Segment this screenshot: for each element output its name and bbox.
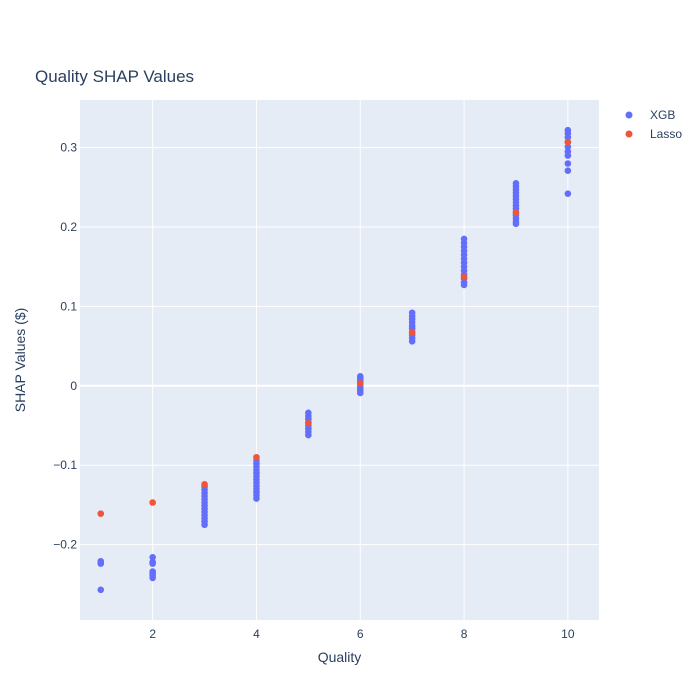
y-tick-label: 0.3 [60,141,77,155]
x-axis-title: Quality [318,649,362,665]
x-axis-ticks: 2 4 6 8 10 [149,627,575,641]
xgb-point [564,143,572,151]
grid-lines [80,100,599,620]
lasso-point [201,480,208,488]
lasso-point [512,209,520,217]
lasso-point [253,453,260,461]
legend: XGB Lasso [625,108,682,141]
xgb-point [408,338,416,345]
x-tick-label: 2 [149,627,156,641]
xgb-point [201,521,208,529]
y-axis-ticks: −0.2 −0.1 0 0.1 0.2 0.3 [53,141,77,552]
chart-title: Quality SHAP Values [35,67,194,86]
xgb-point [253,495,260,502]
legend-label-xgb: XGB [650,108,675,122]
y-tick-label: 0.2 [60,220,77,234]
lasso-point [460,273,468,281]
xgb-point [564,152,572,159]
plot-background [80,100,599,620]
xgb-point [149,574,156,582]
xgb-point [564,134,572,141]
xgb-point [97,586,105,594]
y-tick-label: −0.1 [53,458,77,472]
xgb-point [564,167,572,174]
data-points [97,126,572,594]
legend-marker-xgb [625,111,633,119]
xgb-point [149,560,156,567]
xgb-point [564,160,572,167]
lasso-point [564,138,572,146]
xgb-point [564,190,572,197]
x-tick-label: 6 [357,627,364,641]
x-tick-label: 4 [253,627,260,641]
y-tick-label: 0 [70,379,77,393]
x-tick-label: 8 [461,627,468,641]
y-tick-label: 0.1 [60,299,77,313]
xgb-point [97,560,105,567]
legend-label-lasso: Lasso [650,127,682,141]
xgb-point [460,281,468,289]
xgb-point [512,220,520,228]
lasso-point [97,510,105,517]
lasso-point [305,419,312,427]
x-tick-label: 10 [561,627,575,641]
xgb-point [149,553,156,561]
y-axis-title: SHAP Values ($) [12,308,28,413]
y-tick-label: −0.2 [53,538,77,552]
lasso-point [149,499,156,506]
xgb-point [305,431,312,439]
lasso-point [408,329,416,336]
xgb-point [356,389,364,397]
legend-marker-lasso [625,130,633,138]
lasso-point [356,380,364,387]
